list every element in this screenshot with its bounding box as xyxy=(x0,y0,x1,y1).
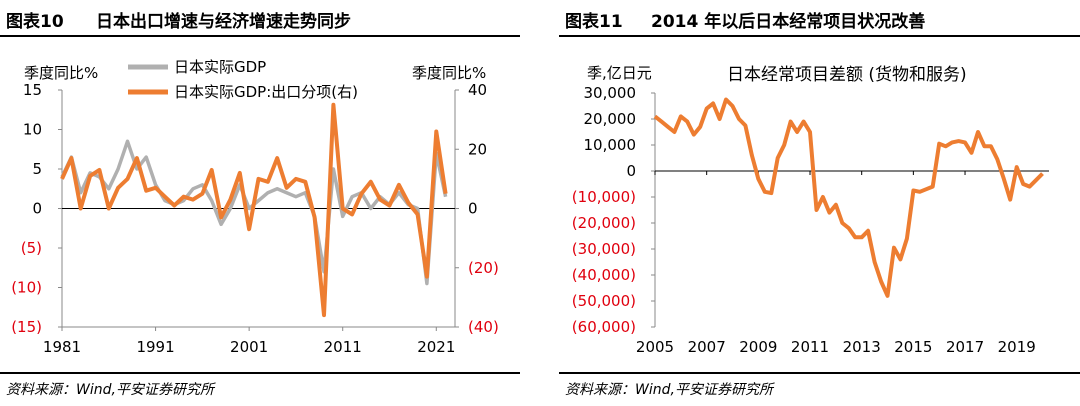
figure-10-top-rule xyxy=(0,35,520,37)
figure-11-title: 2014 年以后日本经常项目状况改善 xyxy=(651,12,926,32)
figure-10-panel: 图表10 日本出口增速与经济增速走势同步 15 10 5 0 (5) (10) (15) 40… xyxy=(0,0,520,406)
legend-export-label: 日本实际GDP:出口分项(右) xyxy=(174,83,358,101)
figure-10-bottom-rule xyxy=(0,372,520,374)
y-tick-label: (40,000) xyxy=(572,266,636,284)
left-y-tick-label: (5) xyxy=(21,239,42,257)
y-tick-label: 10,000 xyxy=(584,136,637,154)
x-tick-label: 2011 xyxy=(791,338,829,356)
right-y-tick-label: 20 xyxy=(468,140,487,158)
right-y-tick-label: (20) xyxy=(468,259,499,277)
y-tick-label: 0 xyxy=(626,162,636,180)
left-y-tick-label: 0 xyxy=(32,200,42,218)
x-tick-label: 2005 xyxy=(636,338,674,356)
figure-10-label: 图表10 xyxy=(6,12,64,32)
figure-11-top-rule xyxy=(559,35,1080,37)
left-y-axis-label: 季度同比% xyxy=(24,64,98,82)
x-tick-label: 2001 xyxy=(230,338,268,356)
figure-11-panel: 图表11 2014 年以后日本经常项目状况改善 30,000 20,000 10,0… xyxy=(559,0,1080,406)
x-tick-label: 2015 xyxy=(894,338,932,356)
y-tick-label: (20,000) xyxy=(572,214,636,232)
left-y-tick-label: (15) xyxy=(11,318,42,336)
legend-gdp-label: 日本实际GDP xyxy=(174,58,266,76)
figure-11-source: 资料来源：Wind,平安证券研究所 xyxy=(565,382,773,398)
figure-10-source: 资料来源：Wind,平安证券研究所 xyxy=(6,382,214,398)
right-y-tick-label: (40) xyxy=(468,318,499,336)
y-tick-label: (50,000) xyxy=(572,292,636,310)
figure-11-bottom-rule xyxy=(559,372,1080,374)
figure-10-header: 图表10 日本出口增速与经济增速走势同步 xyxy=(0,2,520,32)
left-y-tick-label: 5 xyxy=(32,160,42,178)
right-y-axis-label: 季度同比% xyxy=(412,64,486,82)
x-tick-label: 2011 xyxy=(324,338,362,356)
figure-10-title: 日本出口增速与经济增速走势同步 xyxy=(96,12,351,32)
x-tick-label: 2017 xyxy=(946,338,984,356)
y-axis-label: 季,亿日元 xyxy=(587,64,652,82)
left-y-tick-label: 15 xyxy=(23,81,42,99)
left-y-tick-label: 10 xyxy=(23,121,42,139)
x-tick-label: 2007 xyxy=(688,338,726,356)
x-tick-label: 1981 xyxy=(43,338,81,356)
figure-11-chart: 30,000 20,000 10,000 0 (10,000) (20,000) (30,0… xyxy=(572,64,1049,356)
y-tick-label: (60,000) xyxy=(572,318,636,336)
left-y-tick-label: (10) xyxy=(11,279,42,297)
y-tick-label: (10,000) xyxy=(572,188,636,206)
x-tick-label: 2019 xyxy=(998,338,1036,356)
right-y-tick-label: 0 xyxy=(468,200,478,218)
y-tick-label: (30,000) xyxy=(572,240,636,258)
figure-11-header: 图表11 2014 年以后日本经常项目状况改善 xyxy=(559,2,1080,32)
y-tick-label: 20,000 xyxy=(584,110,637,128)
figure-10-chart: 15 10 5 0 (5) (10) (15) 40 20 0 (20) (40) 1981 1991 20… xyxy=(11,58,499,356)
x-tick-label: 1991 xyxy=(136,338,174,356)
x-tick-label: 2021 xyxy=(417,338,455,356)
figure-11-label: 图表11 xyxy=(565,12,623,32)
x-tick-label: 2009 xyxy=(739,338,777,356)
series-export-line xyxy=(60,102,448,318)
series-current-account-line xyxy=(653,97,1044,298)
right-y-tick-label: 40 xyxy=(468,81,487,99)
y-tick-label: 30,000 xyxy=(584,84,637,102)
x-tick-label: 2013 xyxy=(843,338,881,356)
chart-title: 日本经常项目差额 (货物和服务) xyxy=(727,65,967,85)
